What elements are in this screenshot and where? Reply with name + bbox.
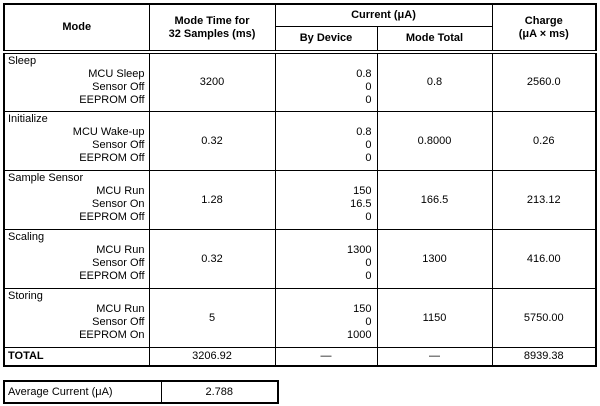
mode-total-value: 0.8000 bbox=[376, 110, 493, 171]
spacer bbox=[279, 113, 374, 126]
mode-cell: Sample Sensor MCU Run Sensor On EEPROM O… bbox=[3, 169, 150, 230]
device-name: Sensor Off bbox=[92, 138, 145, 151]
mode-cell: Initialize MCU Wake-up Sensor Off EEPROM… bbox=[3, 110, 150, 171]
by-device-value: 1300 bbox=[347, 243, 372, 256]
table-row-sleep: Sleep MCU Sleep Sensor Off EEPROM Off 32… bbox=[3, 51, 597, 112]
section-name: Storing bbox=[8, 289, 43, 302]
total-label: TOTAL bbox=[3, 346, 150, 367]
charge-value: 5750.00 bbox=[491, 287, 597, 348]
table-row-storing: Storing MCU Run Sensor Off EEPROM On 5 1… bbox=[3, 287, 597, 348]
mode-cell: Sleep MCU Sleep Sensor Off EEPROM Off bbox=[3, 51, 150, 112]
device-name: MCU Sleep bbox=[88, 68, 145, 80]
mode-time-value: 1.28 bbox=[148, 169, 276, 230]
total-mode-time: 3206.92 bbox=[148, 346, 276, 367]
by-device-value: 0 bbox=[365, 81, 372, 93]
mode-time-value: 0.32 bbox=[148, 228, 276, 289]
by-device-value: 0 bbox=[365, 138, 372, 151]
average-current-row: Average Current (μA) 2.788 bbox=[3, 380, 279, 404]
spacer bbox=[279, 290, 374, 303]
by-device-cell: 1300 0 0 bbox=[274, 228, 378, 289]
by-device-value: 150 bbox=[353, 302, 372, 315]
column-header-mode-total: Mode Total bbox=[376, 25, 493, 54]
table-row-sample-sensor: Sample Sensor MCU Run Sensor On EEPROM O… bbox=[3, 169, 597, 230]
by-device-value: 0 bbox=[365, 151, 372, 164]
mode-total-value: 1300 bbox=[376, 228, 493, 289]
device-name: EEPROM Off bbox=[79, 210, 145, 223]
device-name: Sensor Off bbox=[92, 315, 145, 328]
device-name: EEPROM Off bbox=[79, 269, 145, 282]
device-name: EEPROM Off bbox=[79, 151, 145, 164]
by-device-cell: 0.8 0 0 bbox=[274, 110, 378, 171]
table-row-initialize: Initialize MCU Wake-up Sensor Off EEPROM… bbox=[3, 110, 597, 171]
section-name: Scaling bbox=[8, 230, 45, 243]
by-device-value: 0 bbox=[365, 256, 372, 269]
by-device-cell: 0.8 0 0 bbox=[274, 51, 378, 112]
by-device-value: 0 bbox=[365, 315, 372, 328]
by-device-value: 150 bbox=[353, 184, 372, 197]
section-name: Sleep bbox=[8, 55, 37, 67]
total-by-device-dash: — bbox=[274, 346, 378, 367]
device-name: Sensor On bbox=[91, 197, 145, 210]
column-header-mode-time: Mode Time for 32 Samples (ms) bbox=[148, 3, 276, 54]
device-name: EEPROM Off bbox=[79, 94, 145, 106]
by-device-value: 0.8 bbox=[356, 68, 372, 80]
by-device-value: 0 bbox=[365, 94, 372, 106]
device-name: Sensor Off bbox=[92, 256, 145, 269]
by-device-value: 0.8 bbox=[356, 125, 372, 138]
by-device-value: 0 bbox=[365, 269, 372, 282]
mode-total-value: 166.5 bbox=[376, 169, 493, 230]
by-device-value: 0 bbox=[365, 210, 372, 223]
column-header-by-device: By Device bbox=[274, 25, 378, 54]
average-current-table: Average Current (μA) 2.788 bbox=[3, 380, 279, 404]
table-header: Mode Mode Time for 32 Samples (ms) Curre… bbox=[3, 3, 597, 54]
total-charge: 8939.38 bbox=[491, 346, 597, 367]
mode-total-value: 0.8 bbox=[376, 51, 493, 112]
average-current-label: Average Current (μA) bbox=[3, 380, 162, 404]
by-device-cell: 150 0 1000 bbox=[274, 287, 378, 348]
charge-value: 416.00 bbox=[491, 228, 597, 289]
charge-value: 213.12 bbox=[491, 169, 597, 230]
device-name: MCU Run bbox=[96, 243, 145, 256]
charge-value: 0.26 bbox=[491, 110, 597, 171]
device-name: MCU Wake-up bbox=[72, 125, 145, 138]
mode-total-value: 1150 bbox=[376, 287, 493, 348]
spacer bbox=[279, 172, 374, 185]
power-consumption-table: Mode Mode Time for 32 Samples (ms) Curre… bbox=[3, 3, 597, 367]
mode-time-value: 5 bbox=[148, 287, 276, 348]
spacer bbox=[279, 55, 374, 68]
table-row-scaling: Scaling MCU Run Sensor Off EEPROM Off 0.… bbox=[3, 228, 597, 289]
by-device-value: 16.5 bbox=[350, 197, 372, 210]
device-name: MCU Run bbox=[96, 302, 145, 315]
section-name: Sample Sensor bbox=[8, 171, 84, 184]
charge-value: 2560.0 bbox=[491, 51, 597, 112]
column-header-current-group: Current (μA) bbox=[274, 3, 493, 27]
by-device-cell: 150 16.5 0 bbox=[274, 169, 378, 230]
section-name: Initialize bbox=[8, 112, 48, 125]
header-row-1: Mode Mode Time for 32 Samples (ms) Curre… bbox=[3, 3, 597, 54]
device-name: MCU Run bbox=[96, 184, 145, 197]
mode-time-value: 0.32 bbox=[148, 110, 276, 171]
average-current-value: 2.788 bbox=[160, 380, 279, 404]
mode-cell: Storing MCU Run Sensor Off EEPROM On bbox=[3, 287, 150, 348]
total-mode-total-dash: — bbox=[376, 346, 493, 367]
spacer bbox=[279, 231, 374, 244]
table-row-total: TOTAL 3206.92 — — 8939.38 bbox=[3, 346, 597, 367]
header-row-2: By Device Mode Total bbox=[4, 25, 596, 54]
column-header-charge: Charge (μA × ms) bbox=[491, 3, 597, 54]
device-name: Sensor Off bbox=[92, 81, 145, 93]
column-header-mode: Mode bbox=[3, 3, 150, 54]
by-device-value: 1000 bbox=[347, 328, 372, 341]
mode-time-value: 3200 bbox=[148, 51, 276, 112]
device-name: EEPROM On bbox=[79, 328, 145, 341]
mode-cell: Scaling MCU Run Sensor Off EEPROM Off bbox=[3, 228, 150, 289]
